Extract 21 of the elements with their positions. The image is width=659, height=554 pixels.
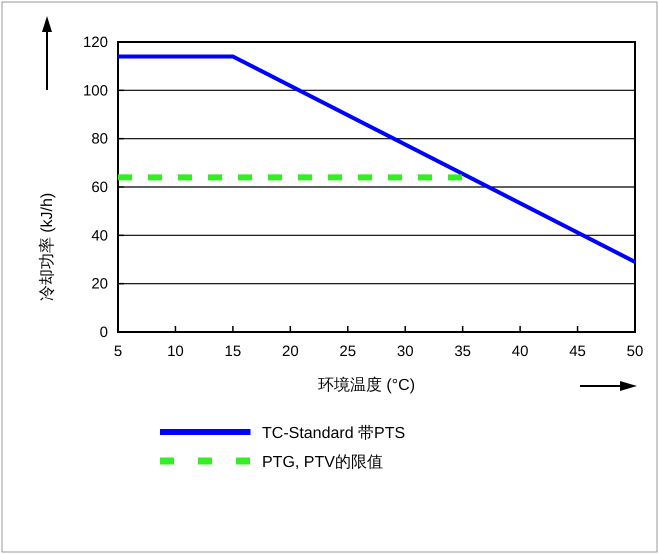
y-tick-label: 0 (100, 324, 108, 341)
x-axis-title: 环境温度 (°C) (318, 376, 416, 394)
x-tick-label: 45 (569, 343, 586, 360)
x-tick-label: 30 (396, 343, 414, 360)
y-axis-title: 冷却功率 (kJ/h) (38, 192, 56, 302)
y-tick-label: 80 (91, 130, 108, 148)
y-tick-label: 60 (91, 179, 108, 196)
x-tick-label: 50 (626, 343, 644, 360)
x-tick-label: 15 (224, 343, 242, 360)
x-tick-label: 20 (282, 343, 299, 360)
y-tick-label: 120 (82, 34, 108, 51)
x-tick-label: 5 (114, 343, 122, 360)
legend-label: TC-Standard 带PTS (262, 424, 406, 442)
x-tick-label: 35 (454, 343, 472, 360)
y-tick-label: 100 (82, 82, 108, 100)
x-tick-label: 40 (512, 343, 528, 360)
y-tick-label: 40 (91, 227, 108, 244)
x-tick-label: 25 (339, 343, 356, 360)
x-tick-label: 10 (167, 343, 184, 360)
y-tick-label: 20 (91, 276, 108, 293)
legend-label: PTG, PTV的限值 (262, 454, 383, 471)
